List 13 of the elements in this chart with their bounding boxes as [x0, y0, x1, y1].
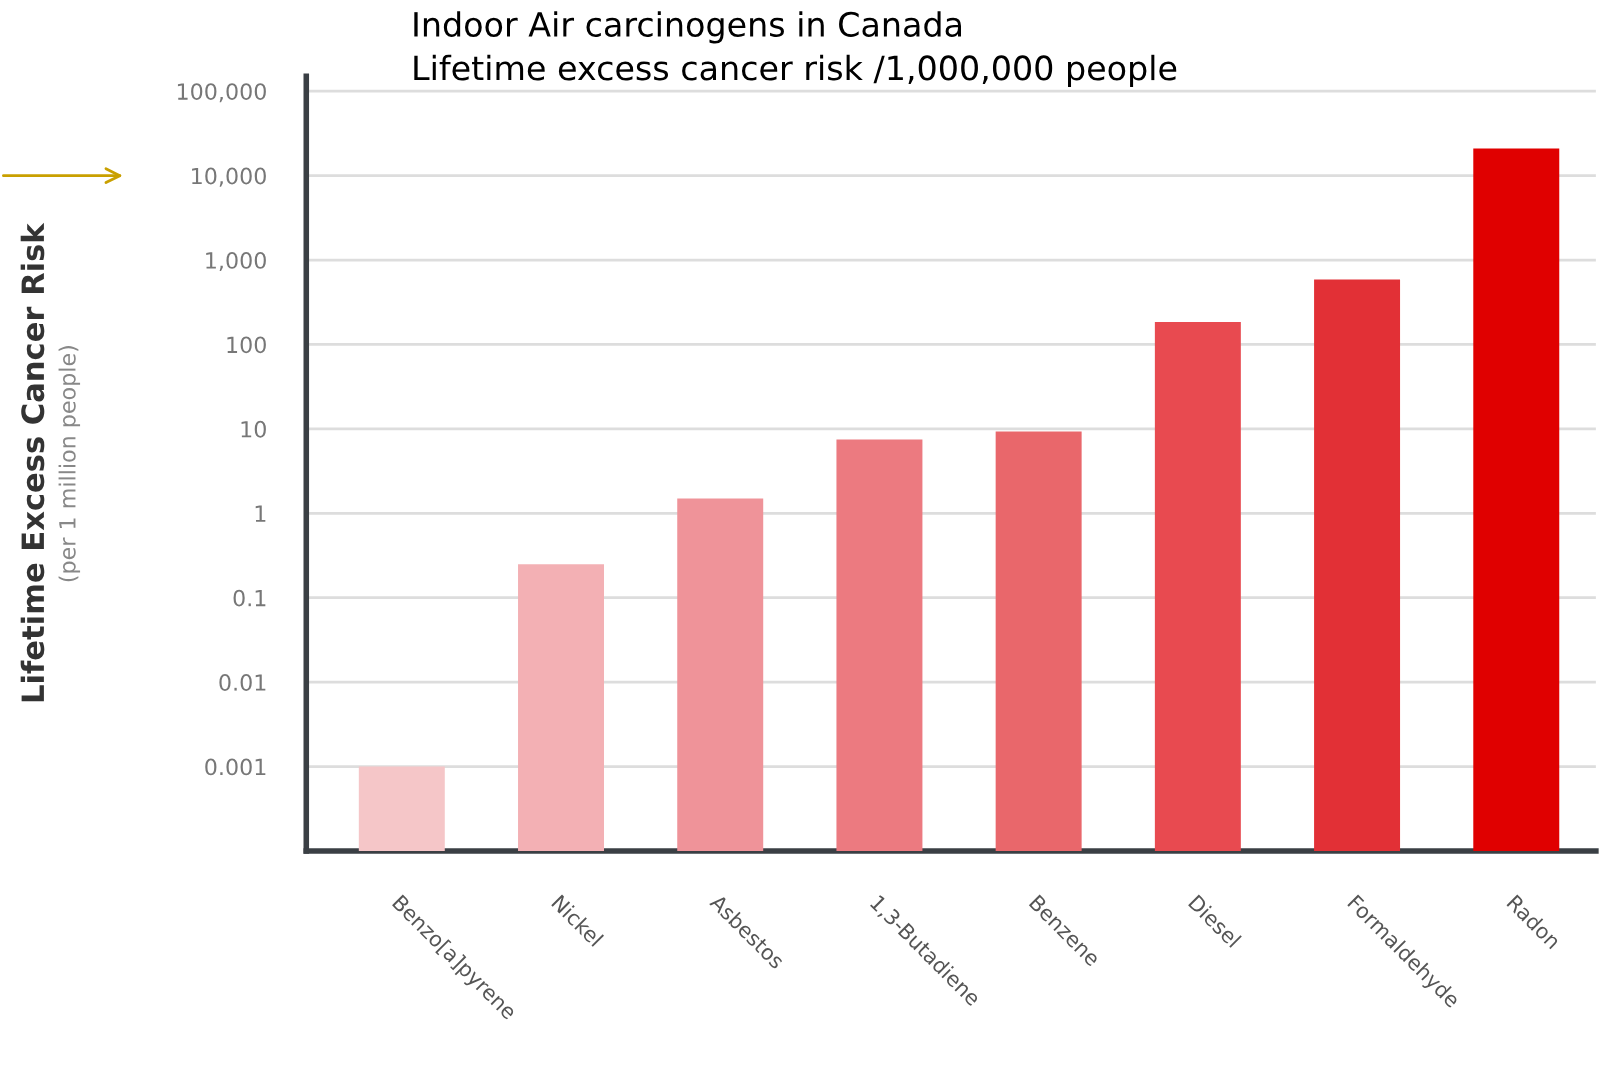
chart-subtitle: Lifetime excess cancer risk /1,000,000 people: [414, 54, 1177, 88]
text: (per 1 million people): [58, 346, 81, 582]
chart-title: Indoor Air carcinogens in Canada: [414, 11, 961, 44]
y-tick-label: 10: [241, 420, 266, 438]
y-tick-label: 1,000: [206, 252, 266, 272]
y-tick-label: 100: [227, 336, 266, 354]
y-axis-title: Lifetime Excess Cancer Risk: [20, 222, 45, 702]
y-tick-label: 1: [255, 505, 266, 522]
y-tick-label: 0.1: [233, 589, 266, 607]
y-tick-label: 100,000: [177, 83, 266, 103]
y-tick-label: 10,000: [192, 167, 266, 187]
y-tick-label: 0.001: [205, 758, 266, 776]
y-tick-label: 0.01: [219, 674, 266, 691]
